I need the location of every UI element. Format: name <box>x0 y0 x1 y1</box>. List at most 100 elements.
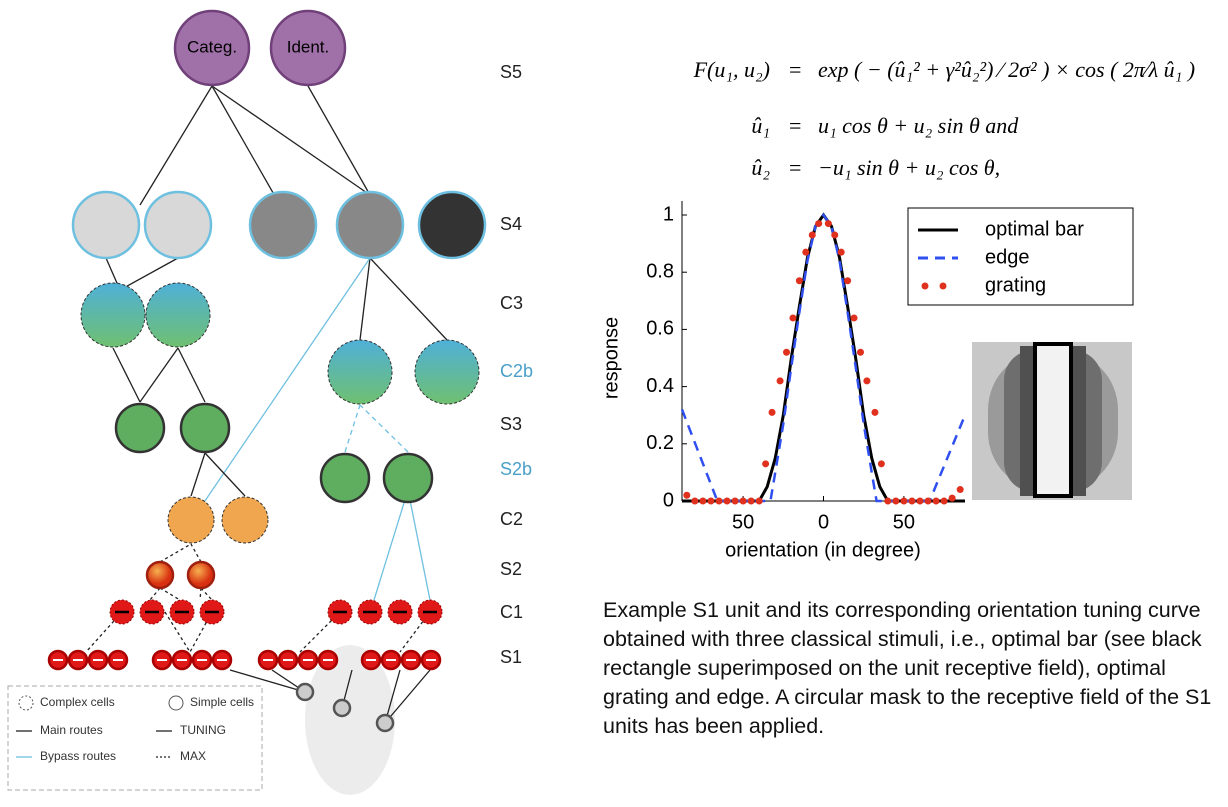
simple-node <box>147 562 173 588</box>
data-point <box>916 498 923 505</box>
layer-label: S2 <box>500 559 522 579</box>
data-point <box>863 377 870 384</box>
photo-node <box>419 192 485 258</box>
equation-rhs: exp ( − (û₁² + γ²û₂²) ⁄ 2σ² ) × cos ( 2π… <box>818 57 1195 82</box>
receptive-field <box>972 342 1132 500</box>
legend-text: Simple cells <box>190 695 254 709</box>
y-tick-label: 0.8 <box>646 260 674 282</box>
edge <box>212 86 280 205</box>
data-point <box>715 498 722 505</box>
input-node <box>377 715 393 731</box>
layer-label: S5 <box>500 62 522 82</box>
legend-label: optimal bar <box>985 218 1084 240</box>
layer-label: S3 <box>500 414 522 434</box>
data-point <box>683 492 690 499</box>
data-point <box>884 498 891 505</box>
data-point <box>789 314 796 321</box>
data-point <box>732 498 739 505</box>
data-point <box>838 249 845 256</box>
data-point <box>699 498 706 505</box>
data-point <box>825 220 832 227</box>
edge <box>360 405 408 452</box>
edge <box>308 86 370 195</box>
layer-label: C3 <box>500 293 523 313</box>
edge <box>191 453 205 496</box>
y-tick-label: 0.2 <box>646 432 674 454</box>
simple-node <box>116 404 164 452</box>
edge <box>205 453 245 496</box>
x-tick-label: 50 <box>732 511 754 533</box>
legend-swatch <box>940 283 947 290</box>
equation-lhs: û₂ <box>751 155 770 180</box>
complex-node <box>328 340 392 404</box>
edge <box>178 348 205 402</box>
photo-node <box>250 192 316 258</box>
data-point <box>900 498 907 505</box>
data-point <box>783 349 790 356</box>
edge <box>200 588 201 600</box>
equation-op: = <box>788 155 803 180</box>
node-label: Categ. <box>187 37 237 56</box>
layer-label: S1 <box>500 647 522 667</box>
legend-text: Main routes <box>40 723 103 737</box>
data-point <box>933 498 940 505</box>
layer-label: C1 <box>500 602 523 622</box>
data-point <box>908 498 915 505</box>
y-axis-label: response <box>600 317 622 399</box>
legend-text: MAX <box>180 749 206 763</box>
layer-label: C2 <box>500 509 523 529</box>
data-point <box>857 349 864 356</box>
legend-text: Complex cells <box>40 695 115 709</box>
data-point <box>851 314 858 321</box>
photo-node <box>337 192 403 258</box>
layer-label: S4 <box>500 214 522 234</box>
edge <box>140 86 212 205</box>
edge <box>370 258 447 340</box>
data-point <box>756 498 763 505</box>
legend-swatch <box>922 283 929 290</box>
legend-label: edge <box>985 246 1030 268</box>
data-point <box>844 277 851 284</box>
edge <box>150 588 160 600</box>
equation-lhs: F(u₁, u₂) <box>693 57 770 82</box>
complex-node <box>222 497 268 543</box>
edge <box>201 588 212 600</box>
data-point <box>740 498 747 505</box>
data-point <box>748 498 755 505</box>
data-point <box>777 377 784 384</box>
data-point <box>871 409 878 416</box>
page: Categ.Ident.S5S4C3C2bS3S2bC2S2C1S1Comple… <box>0 0 1228 807</box>
input-node <box>334 700 350 716</box>
node-label: Ident. <box>287 37 330 56</box>
equation-op: = <box>788 57 803 82</box>
equation-rhs: −u₁ sin θ + u₂ cos θ, <box>818 155 1000 180</box>
equation-lhs: û₁ <box>751 113 770 138</box>
data-point <box>957 486 964 493</box>
edge <box>212 86 370 195</box>
edge <box>140 348 178 402</box>
data-point <box>949 495 956 502</box>
edge <box>113 348 140 402</box>
edge <box>160 544 191 562</box>
simple-node <box>188 562 214 588</box>
data-point <box>762 460 769 467</box>
edge <box>374 490 408 600</box>
data-point <box>815 220 822 227</box>
y-tick-label: 1 <box>663 203 674 225</box>
complex-node <box>146 283 210 347</box>
simple-node <box>384 454 432 502</box>
equation-op: = <box>788 113 803 138</box>
legend-label: grating <box>985 274 1046 296</box>
edge <box>408 490 430 600</box>
input-node <box>297 684 313 700</box>
x-tick-label: 50 <box>893 511 915 533</box>
simple-node <box>181 404 229 452</box>
data-point <box>802 249 809 256</box>
y-tick-label: 0.6 <box>646 318 674 340</box>
x-tick-label: 0 <box>818 511 829 533</box>
data-point <box>809 232 816 239</box>
legend-text: Bypass routes <box>40 749 116 763</box>
equation-rhs: u₁ cos θ + u₂ sin θ and <box>818 113 1019 138</box>
data-point <box>796 277 803 284</box>
layer-label: C2b <box>500 361 533 381</box>
